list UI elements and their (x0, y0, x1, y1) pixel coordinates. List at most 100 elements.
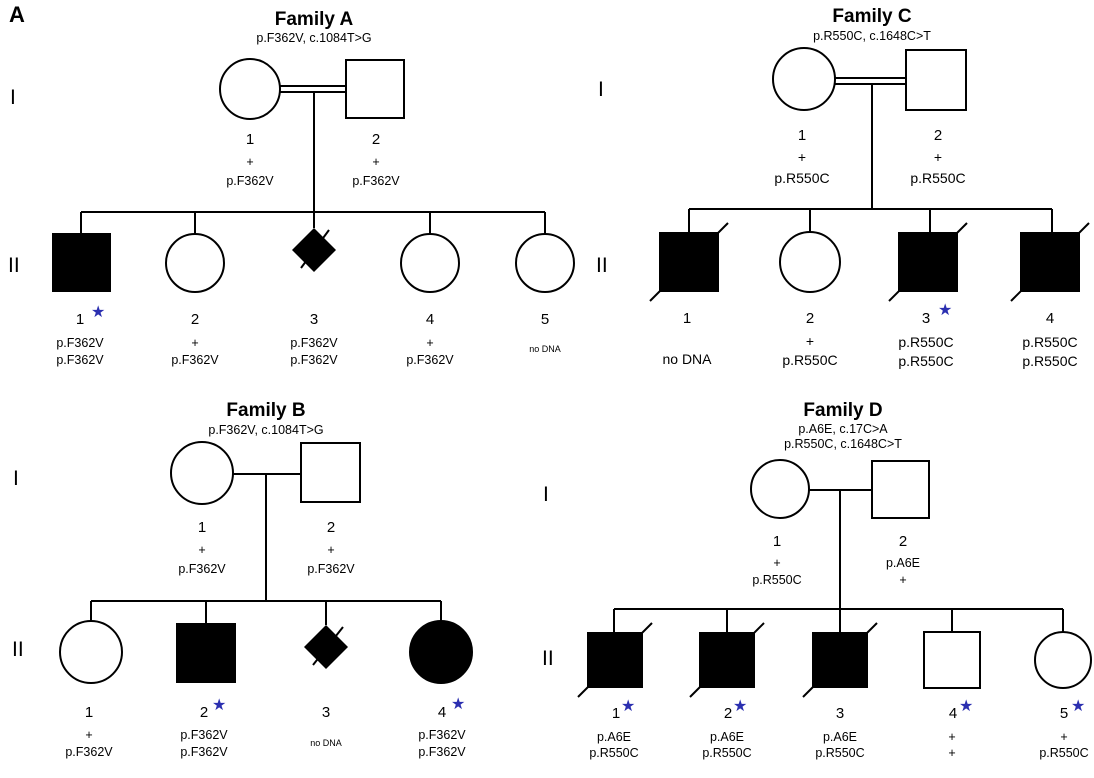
family-b-i2-father-symbol (300, 442, 361, 503)
family-c-ii1-number: 1 (683, 310, 691, 327)
family-b-title: Family B (226, 400, 305, 421)
family-c-i1-allele1: + (798, 149, 806, 165)
family-b-ii3-number: 3 (322, 704, 330, 721)
family-d-ii5-allele2: p.R550C (1039, 746, 1088, 760)
family-a-consanguineous-line (280, 85, 346, 93)
family-c-i2-allele1: + (934, 149, 942, 165)
family-d-i2-allele2: + (899, 573, 906, 587)
family-b-ii2-allele1: p.F362V (180, 728, 228, 742)
family-c-sibship-line (688, 208, 1053, 232)
family-d-generation-i-label: I (543, 483, 549, 506)
family-c-ii2-number: 2 (806, 310, 814, 327)
panel-label: A (9, 2, 25, 27)
family-a-title: Family A (275, 9, 354, 30)
family-c-ii2-female-symbol (779, 231, 841, 293)
family-a-ii3-allele2: p.F362V (290, 353, 338, 367)
family-d-ii1-deceased-slash (577, 622, 653, 698)
family-a-pedigree: Family A p.F362V, c.1084T>G I II 1 + p.F… (8, 9, 575, 367)
family-a-ii2-allele2: p.F362V (171, 353, 219, 367)
family-c-ii2-allele1: + (806, 333, 814, 349)
family-c-ii1-deceased-slash (649, 222, 729, 302)
family-b-i1-allele2: p.F362V (178, 562, 226, 576)
family-a-ii3-deceased-slash (300, 229, 330, 269)
family-d-ii1-proband-star-icon: ★ (621, 698, 635, 715)
family-a-ii4-allele1: + (426, 336, 433, 350)
family-d-ii3-deceased-slash (802, 622, 878, 698)
family-b-ii1-allele2: p.F362V (65, 745, 113, 759)
family-c-pedigree: Family C p.R550C, c.1648C>T I II 1 + p.R… (596, 6, 1090, 369)
family-d-ii2-number: 2 (724, 705, 732, 722)
family-b-i2-allele1: + (327, 543, 334, 557)
family-d-ii4-allele2: + (948, 746, 955, 760)
family-d-ii4-allele1: + (948, 730, 955, 744)
family-d-ii3-number: 3 (836, 705, 844, 722)
family-c-ii4-allele1: p.R550C (1022, 334, 1077, 350)
family-b-ii1-number: 1 (85, 704, 93, 721)
family-d-ii2-deceased-slash (689, 622, 765, 698)
family-d-ii1-allele1: p.A6E (597, 730, 631, 744)
family-a-ii3-number: 3 (310, 311, 318, 328)
family-d-ii2-proband-star-icon: ★ (733, 698, 747, 715)
family-a-i2-father-symbol (345, 59, 405, 119)
family-d-ii2-allele2: p.R550C (702, 746, 751, 760)
family-b-pedigree: Family B p.F362V, c.1084T>G I II 1 + p.F… (12, 400, 473, 759)
family-b-generation-ii-label: II (12, 638, 24, 661)
family-b-ii3-deceased-slash (312, 626, 344, 666)
family-b-mutation: p.F362V, c.1084T>G (208, 423, 323, 437)
family-d-sibship-line (613, 608, 1064, 632)
family-d-ii3-allele2: p.R550C (815, 746, 864, 760)
family-a-i1-allele1: + (246, 155, 253, 169)
family-d-i2-father-symbol (871, 460, 930, 519)
family-a-i1-mother-symbol (219, 58, 281, 120)
family-b-ii1-allele1: + (85, 728, 92, 742)
family-c-mutation: p.R550C, c.1648C>T (813, 29, 931, 43)
family-a-ii2-female-symbol (165, 233, 225, 293)
family-c-i2-number: 2 (934, 127, 942, 144)
family-b-i1-allele1: + (198, 543, 205, 557)
family-b-ii2-allele2: p.F362V (180, 745, 228, 759)
family-a-i1-number: 1 (246, 131, 254, 148)
family-d-i1-mother-symbol (750, 459, 810, 519)
family-a-i2-number: 2 (372, 131, 380, 148)
family-c-i1-mother-symbol (772, 47, 836, 111)
family-a-ii3-allele1: p.F362V (290, 336, 338, 350)
family-b-i2-allele2: p.F362V (307, 562, 355, 576)
family-a-ii4-female-symbol (400, 233, 460, 293)
family-b-ii2-proband-star-icon: ★ (212, 697, 226, 714)
family-c-consanguineous-line (834, 77, 906, 85)
family-b-sibship-line (90, 600, 442, 625)
family-c-generation-ii-label: II (596, 254, 608, 277)
family-d-ii3-allele1: p.A6E (823, 730, 857, 744)
family-a-mutation: p.F362V, c.1084T>G (256, 31, 371, 45)
family-d-generation-ii-label: II (542, 647, 554, 670)
family-a-ii5-number: 5 (541, 311, 549, 328)
family-b-ii4-proband-star-icon: ★ (451, 696, 465, 713)
family-a-ii5-female-symbol (515, 233, 575, 293)
family-c-ii3-allele1: p.R550C (898, 334, 953, 350)
family-d-i2-number: 2 (899, 533, 907, 550)
family-c-ii4-allele2: p.R550C (1022, 353, 1077, 369)
family-c-title: Family C (832, 6, 911, 27)
family-a-i2-allele2: p.F362V (352, 174, 400, 188)
family-b-ii4-allele2: p.F362V (418, 745, 466, 759)
family-c-i2-father-symbol (905, 49, 967, 111)
family-a-ii2-number: 2 (191, 311, 199, 328)
family-d-ii4-number: 4 (949, 705, 957, 722)
family-c-ii3-number: 3 (922, 310, 930, 327)
family-b-ii4-affected-female-symbol (409, 620, 473, 684)
family-c-ii1-no-dna: no DNA (662, 351, 712, 367)
family-d-title: Family D (803, 400, 882, 421)
family-a-ii2-allele1: + (191, 336, 198, 350)
family-a-ii4-allele2: p.F362V (406, 353, 454, 367)
family-c-i1-number: 1 (798, 127, 806, 144)
family-c-ii3-deceased-slash (888, 222, 968, 302)
family-b-ii2-number: 2 (200, 704, 208, 721)
family-c-ii2-allele2: p.R550C (782, 352, 837, 368)
family-a-ii1-allele2: p.F362V (56, 353, 104, 367)
family-d-ii2-allele1: p.A6E (710, 730, 744, 744)
family-b-generation-i-label: I (13, 467, 19, 490)
family-b-i1-mother-symbol (170, 441, 234, 505)
family-b-i1-number: 1 (198, 519, 206, 536)
family-a-ii1-affected-male-symbol (52, 233, 111, 292)
